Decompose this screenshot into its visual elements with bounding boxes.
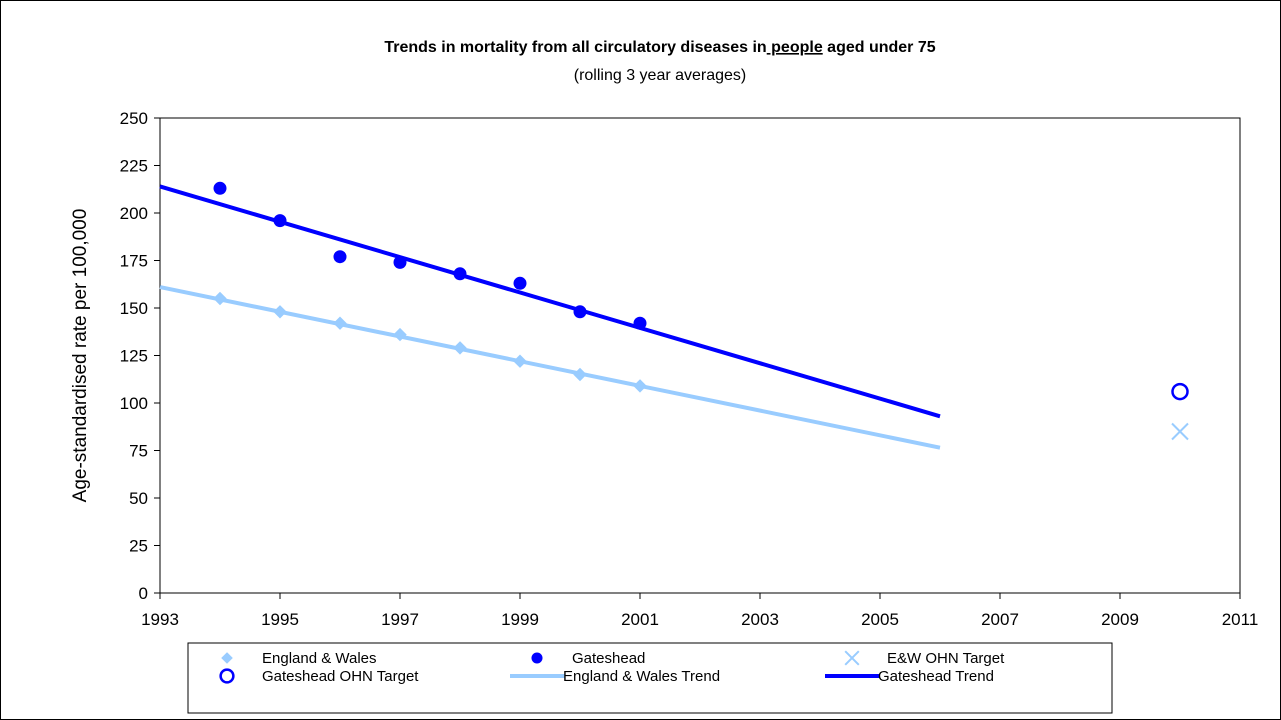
- legend-label: Gateshead: [572, 650, 645, 667]
- data-point: [453, 267, 467, 281]
- y-tick-label: 0: [139, 584, 148, 603]
- y-tick-label: 75: [129, 442, 148, 461]
- x-tick-label: 1997: [381, 610, 419, 629]
- y-tick-label: 50: [129, 489, 148, 508]
- data-point: [633, 316, 647, 330]
- data-point: [1171, 422, 1189, 441]
- x-tick-label: 2001: [621, 610, 659, 629]
- y-tick-label: 175: [120, 252, 148, 271]
- y-tick-label: 225: [120, 157, 148, 176]
- x-tick-label: 2011: [1222, 610, 1259, 629]
- legend-swatch: [221, 652, 233, 664]
- x-tick-label: 1993: [141, 610, 179, 629]
- x-tick-label: 2005: [861, 610, 899, 629]
- data-point: [393, 327, 407, 342]
- chart-subtitle: (rolling 3 year averages): [574, 67, 747, 84]
- x-tick-label: 1995: [261, 610, 299, 629]
- data-point: [213, 291, 227, 306]
- x-tick-label: 2003: [741, 610, 779, 629]
- x-tick-label: 2007: [981, 610, 1019, 629]
- legend-label: England & Wales Trend: [563, 668, 720, 685]
- legend-swatch: [844, 650, 860, 666]
- chart-title-part: aged under 75: [823, 39, 936, 56]
- x-tick-label: 2009: [1101, 610, 1139, 629]
- data-point: [1171, 382, 1189, 401]
- plot-area: [159, 117, 1241, 594]
- data-point: [573, 305, 587, 319]
- data-point: [213, 181, 227, 195]
- x-tick-label: 1999: [501, 610, 539, 629]
- trend-line: [159, 285, 941, 450]
- y-axis-label: Age-standardised rate per 100,000: [70, 209, 91, 503]
- data-point: [513, 354, 527, 368]
- y-tick-label: 250: [120, 109, 148, 128]
- legend-label: Gateshead Trend: [878, 668, 994, 685]
- y-tick-label: 125: [120, 347, 148, 366]
- data-point: [273, 305, 287, 319]
- y-tick-label: 200: [120, 204, 148, 223]
- trend-line: [159, 184, 941, 419]
- chart-title-part: Trends in mortality from all circulatory…: [384, 39, 766, 56]
- y-tick-label: 100: [120, 394, 148, 413]
- data-point: [513, 276, 527, 290]
- data-point: [333, 250, 347, 264]
- y-tick-label: 25: [129, 537, 148, 556]
- legend-label: E&W OHN Target: [887, 650, 1005, 667]
- legend-box: [187, 642, 1113, 714]
- data-point: [633, 379, 647, 393]
- y-tick-label: 150: [120, 299, 148, 318]
- data-point: [333, 316, 347, 330]
- data-point: [393, 255, 407, 269]
- chart-title-part: people: [767, 39, 823, 56]
- data-point: [273, 214, 287, 228]
- data-point: [453, 341, 467, 355]
- data-point: [573, 367, 587, 382]
- chart-title: Trends in mortality from all circulatory…: [384, 39, 935, 56]
- legend-swatch: [219, 668, 235, 684]
- legend-label: England & Wales: [262, 650, 377, 667]
- legend-swatch: [531, 652, 543, 664]
- legend-label: Gateshead OHN Target: [262, 668, 419, 685]
